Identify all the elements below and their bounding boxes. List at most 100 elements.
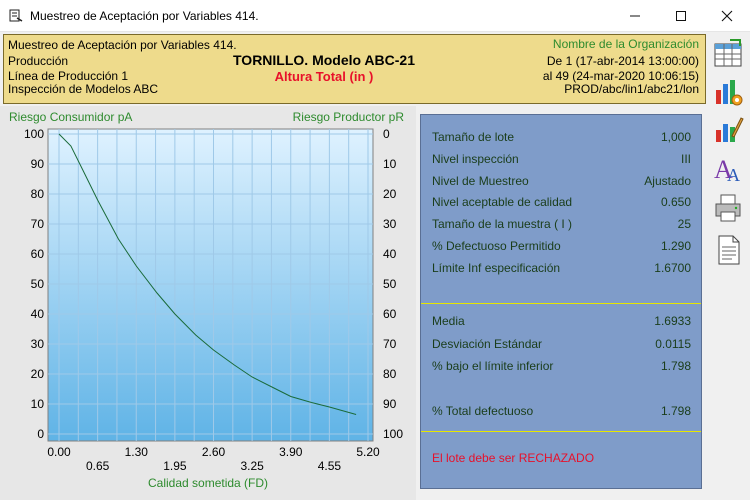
edit-chart-button[interactable]	[710, 112, 746, 148]
y-tick-left: 90	[31, 157, 45, 171]
y-tick-left: 50	[31, 277, 45, 291]
x-tick-label: 1.95	[163, 459, 187, 473]
stat-row: Desviación Estándar 0.0115	[432, 337, 691, 353]
y-tick-right: 40	[383, 247, 397, 261]
minimize-icon	[630, 15, 640, 16]
y-tick-right: 0	[383, 127, 390, 141]
characteristic-name: Altura Total (in )	[274, 69, 374, 84]
x-tick-label: 2.60	[202, 445, 226, 459]
maximize-icon	[676, 10, 686, 21]
document-button[interactable]	[710, 232, 746, 268]
stat-label: Tamaño de lote	[432, 130, 515, 144]
y-tick-left: 80	[31, 187, 45, 201]
y-tick-right: 70	[383, 337, 397, 351]
stat-label: % bajo el límite inferior	[432, 359, 554, 373]
stat-label: Media	[432, 314, 465, 328]
x-tick-label: 5.20	[356, 445, 380, 459]
stat-value: 25	[677, 217, 691, 232]
x-tick-label: 0.65	[86, 459, 110, 473]
stat-label: Nivel aceptable de calidad	[432, 195, 573, 210]
window-title: Muestreo de Aceptación por Variables 414…	[30, 9, 259, 23]
y-tick-left: 10	[31, 397, 45, 411]
oc-curve-line	[58, 133, 357, 415]
y-tick-left: 70	[31, 217, 45, 231]
maximize-button[interactable]	[658, 0, 704, 31]
y-tick-left: 40	[31, 307, 45, 321]
stat-value: 1.798	[660, 404, 691, 418]
close-button[interactable]	[704, 0, 750, 31]
organization-name: Nombre de la Organización	[552, 37, 699, 51]
product-name: TORNILLO. Modelo ABC-21	[233, 52, 415, 68]
x-tick-label: 0.00	[47, 445, 71, 459]
stat-value: 1.6700	[654, 260, 691, 275]
stat-row: Límite Inf especificación 1.6700	[432, 261, 691, 277]
y-tick-right: 30	[383, 217, 397, 231]
print-button[interactable]	[710, 190, 746, 226]
oc-chart: 100 0 90 10 80 20 70 30 60 40 50 50 40 60 30 70 20 80 10 90…	[24, 127, 403, 473]
font-button[interactable]: A A	[710, 150, 746, 186]
date-to: al 49 (24-mar-2020 10:06:15)	[542, 69, 699, 83]
x-tick-label: 3.90	[279, 445, 303, 459]
stat-value: 1.798	[660, 359, 691, 373]
stat-label: % Defectuoso Permitido	[432, 239, 561, 253]
spreadsheet-button[interactable]	[710, 36, 746, 72]
svg-text:A: A	[714, 155, 733, 184]
y-tick-right: 90	[383, 397, 397, 411]
divider	[421, 431, 701, 432]
y-tick-right: 10	[383, 157, 397, 171]
header-department: Producción	[8, 54, 69, 68]
x-tick-label: 4.55	[318, 459, 342, 473]
stat-value: Ajustado	[644, 173, 691, 188]
y-tick-left: 20	[31, 367, 45, 381]
stat-value: III	[680, 151, 691, 166]
close-icon	[721, 10, 733, 21]
chart-settings-button[interactable]	[710, 74, 746, 110]
lot-verdict: El lote debe ser RECHAZADO	[432, 451, 595, 465]
x-tick-label: 1.30	[125, 445, 149, 459]
svg-text:A: A	[727, 165, 740, 184]
printer-icon	[715, 194, 741, 222]
stat-row: Nivel de Muestreo Ajustado	[432, 174, 691, 190]
header-inspection: Inspección de Modelos ABC	[8, 82, 159, 96]
stat-row: Nivel inspección III	[432, 152, 691, 168]
plot-area	[47, 128, 374, 442]
stat-label: Desviación Estándar	[432, 336, 543, 351]
stat-row: Tamaño de lote 1,000	[432, 130, 691, 146]
stat-row: % Total defectuoso 1.798	[432, 404, 691, 420]
stats-panel: Tamaño de lote 1,000 Nivel inspección III Ni…	[420, 114, 702, 489]
stat-label: Límite Inf especificación	[432, 260, 561, 275]
minimize-button[interactable]	[612, 0, 658, 31]
y-tick-right: 80	[383, 367, 397, 381]
stat-value: 1,000	[660, 130, 691, 144]
divider	[421, 303, 701, 304]
app-icon	[9, 9, 23, 22]
stat-row: % Defectuoso Permitido 1.290	[432, 239, 691, 255]
side-toolbar: A A	[706, 34, 750, 500]
y-tick-left: 30	[31, 337, 45, 351]
right-axis-label: Riesgo Productor pR	[292, 110, 404, 124]
x-axis-label: Calidad sometida (FD)	[148, 476, 269, 490]
oc-chart-panel: Riesgo Consumidor pA Riesgo Productor pR…	[0, 106, 416, 500]
stat-label: Nivel de Muestreo	[432, 173, 529, 188]
y-tick-right: 50	[383, 277, 397, 291]
y-tick-left: 0	[37, 427, 44, 441]
stat-value: 1.290	[660, 239, 691, 253]
y-tick-right: 60	[383, 307, 397, 321]
y-tick-left: 60	[31, 247, 45, 261]
x-tick-label: 3.25	[240, 459, 264, 473]
stat-label: Nivel inspección	[432, 151, 519, 166]
date-from: De 1 (17-abr-2014 13:00:00)	[546, 54, 699, 68]
header-production-line: Línea de Producción 1	[8, 69, 129, 83]
stat-row: Media 1.6933	[432, 314, 691, 330]
stat-row: % bajo el límite inferior 1.798	[432, 359, 691, 375]
spreadsheet-icon	[714, 39, 742, 67]
edit-chart-icon	[716, 117, 744, 142]
y-tick-left: 100	[24, 127, 44, 141]
stat-value: 1.6933	[654, 314, 691, 328]
file-path: PROD/abc/lin1/abc21/lon	[564, 82, 699, 96]
stat-value: 0.0115	[655, 336, 691, 351]
report-header: Muestreo de Aceptación por Variables 414…	[3, 34, 706, 104]
header-title: Muestreo de Aceptación por Variables 414…	[8, 38, 237, 52]
document-icon	[718, 235, 740, 265]
left-axis-label: Riesgo Consumidor pA	[9, 110, 133, 124]
